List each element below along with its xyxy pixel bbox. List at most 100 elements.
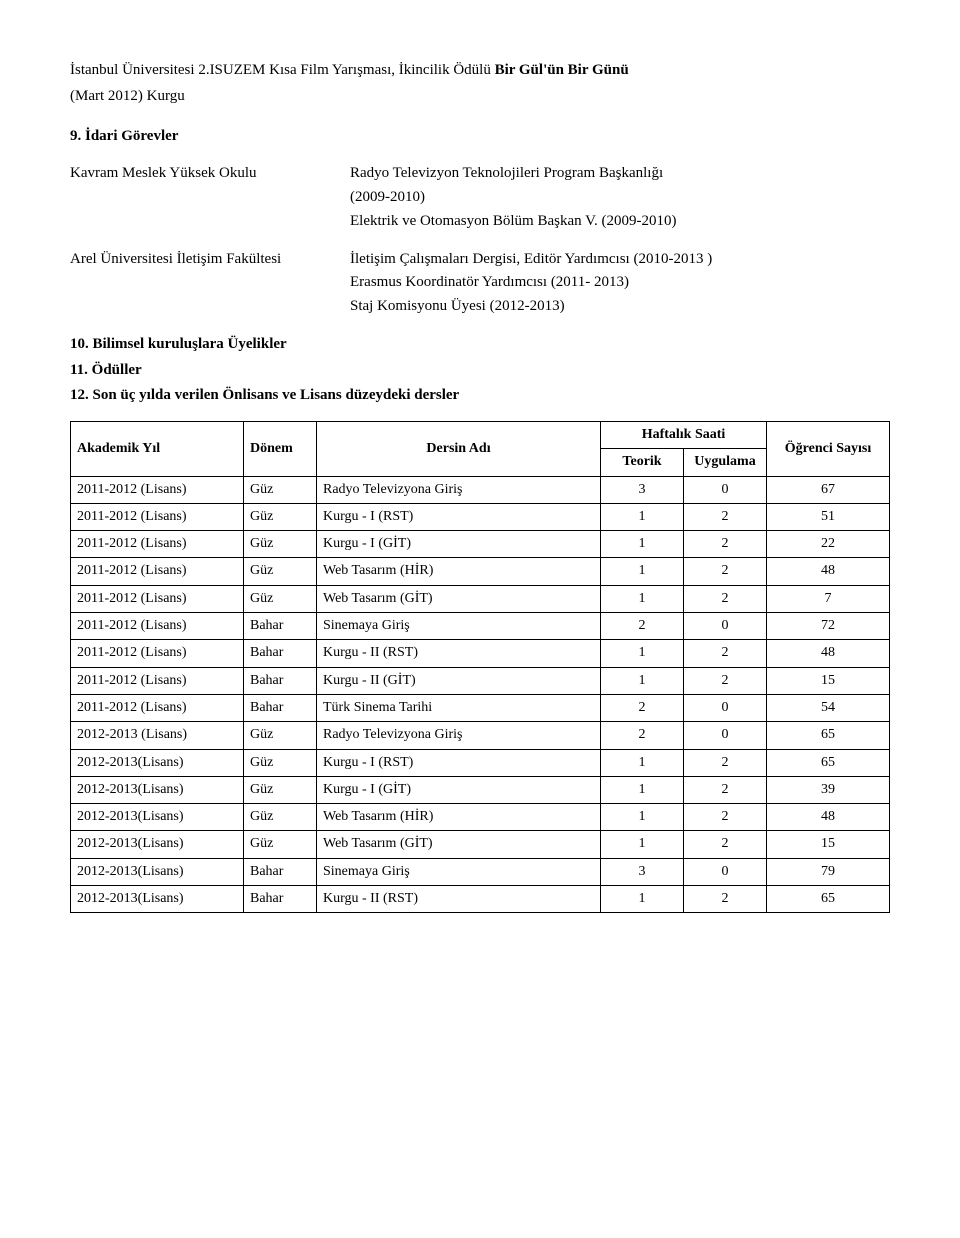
table-cell: 2 (684, 886, 767, 913)
table-cell: Güz (244, 558, 317, 585)
table-cell: 2011-2012 (Lisans) (71, 667, 244, 694)
table-cell: 1 (601, 886, 684, 913)
table-cell: 2011-2012 (Lisans) (71, 585, 244, 612)
duty-left: Kavram Meslek Yüksek Okulu (70, 163, 350, 234)
table-cell: 51 (767, 503, 890, 530)
table-cell: 79 (767, 858, 890, 885)
th-students: Öğrenci Sayısı (767, 422, 890, 477)
table-cell: 2 (684, 558, 767, 585)
table-row: 2011-2012 (Lisans)GüzKurgu - I (GİT)1222 (71, 531, 890, 558)
table-cell: Bahar (244, 858, 317, 885)
duty-line: İletişim Çalışmaları Dergisi, Editör Yar… (350, 249, 890, 271)
th-teorik: Teorik (601, 449, 684, 476)
table-cell: 2 (684, 776, 767, 803)
section-10-heading: 10. Bilimsel kuruluşlara Üyelikler (70, 334, 890, 356)
duty-line: (2009-2010) (350, 187, 890, 209)
table-row: 2012-2013(Lisans)GüzKurgu - I (GİT)1239 (71, 776, 890, 803)
table-cell: Güz (244, 722, 317, 749)
table-cell: Kurgu - II (RST) (317, 886, 601, 913)
table-cell: Güz (244, 503, 317, 530)
table-cell: 2 (684, 667, 767, 694)
table-cell: 2 (684, 531, 767, 558)
table-cell: 54 (767, 694, 890, 721)
table-cell: 67 (767, 476, 890, 503)
table-cell: 0 (684, 858, 767, 885)
table-row: 2012-2013(Lisans)GüzWeb Tasarım (GİT)121… (71, 831, 890, 858)
table-cell: 65 (767, 722, 890, 749)
table-cell: 2 (601, 694, 684, 721)
table-cell: Bahar (244, 886, 317, 913)
table-cell: Sinemaya Giriş (317, 858, 601, 885)
table-cell: 2 (684, 640, 767, 667)
table-cell: 2012-2013 (Lisans) (71, 722, 244, 749)
table-cell: 2012-2013(Lisans) (71, 776, 244, 803)
table-cell: 1 (601, 503, 684, 530)
table-cell: Bahar (244, 667, 317, 694)
duty-right: İletişim Çalışmaları Dergisi, Editör Yar… (350, 249, 890, 320)
table-cell: 2 (684, 749, 767, 776)
table-cell: Kurgu - I (GİT) (317, 776, 601, 803)
table-row: 2012-2013(Lisans)BaharSinemaya Giriş3079 (71, 858, 890, 885)
th-course: Dersin Adı (317, 422, 601, 477)
table-cell: 22 (767, 531, 890, 558)
table-cell: 2 (601, 613, 684, 640)
table-row: 2011-2012 (Lisans)GüzWeb Tasarım (GİT)12… (71, 585, 890, 612)
table-cell: 0 (684, 476, 767, 503)
award-title: Bir Gül'ün Bir Günü (495, 62, 629, 78)
table-cell: 2011-2012 (Lisans) (71, 531, 244, 558)
table-cell: Kurgu - I (RST) (317, 749, 601, 776)
table-cell: 3 (601, 476, 684, 503)
section-9-heading: 9. İdari Görevler (70, 126, 890, 148)
table-row: 2012-2013(Lisans)BaharKurgu - II (RST)12… (71, 886, 890, 913)
table-cell: 2012-2013(Lisans) (71, 886, 244, 913)
table-cell: 2011-2012 (Lisans) (71, 640, 244, 667)
table-cell: 48 (767, 804, 890, 831)
table-cell: Bahar (244, 694, 317, 721)
duty-row: Kavram Meslek Yüksek OkuluRadyo Televizy… (70, 163, 890, 234)
duties-container: Kavram Meslek Yüksek OkuluRadyo Televizy… (70, 163, 890, 320)
table-row: 2011-2012 (Lisans)BaharSinemaya Giriş207… (71, 613, 890, 640)
duty-left: Arel Üniversitesi İletişim Fakültesi (70, 249, 350, 320)
duty-row: Arel Üniversitesi İletişim Fakültesiİlet… (70, 249, 890, 320)
table-cell: Kurgu - II (GİT) (317, 667, 601, 694)
table-cell: 2011-2012 (Lisans) (71, 613, 244, 640)
table-cell: 65 (767, 749, 890, 776)
table-row: 2011-2012 (Lisans)BaharKurgu - II (GİT) 1… (71, 667, 890, 694)
table-cell: 2 (601, 722, 684, 749)
th-year: Akademik Yıl (71, 422, 244, 477)
table-cell: Güz (244, 476, 317, 503)
table-cell: 7 (767, 585, 890, 612)
section-11-heading: 11. Ödüller (70, 360, 890, 382)
duty-line: Staj Komisyonu Üyesi (2012-2013) (350, 296, 890, 318)
table-cell: Güz (244, 831, 317, 858)
table-cell: 1 (601, 749, 684, 776)
table-cell: 2 (684, 503, 767, 530)
award-sub: (Mart 2012) Kurgu (70, 86, 890, 108)
table-cell: 65 (767, 886, 890, 913)
table-cell: 3 (601, 858, 684, 885)
award-prefix: İstanbul Üniversitesi 2.ISUZEM Kısa Film… (70, 62, 495, 78)
table-cell: 1 (601, 531, 684, 558)
table-cell: 2012-2013(Lisans) (71, 831, 244, 858)
duty-right: Radyo Televizyon Teknolojileri Program B… (350, 163, 890, 234)
table-cell: 1 (601, 831, 684, 858)
table-cell: 2011-2012 (Lisans) (71, 503, 244, 530)
table-cell: 2012-2013(Lisans) (71, 749, 244, 776)
table-cell: Kurgu - I (GİT) (317, 531, 601, 558)
table-cell: Bahar (244, 640, 317, 667)
duty-line: Erasmus Koordinatör Yardımcısı (2011- 20… (350, 272, 890, 294)
table-cell: Kurgu - I (RST) (317, 503, 601, 530)
table-cell: 1 (601, 804, 684, 831)
table-cell: Web Tasarım (GİT) (317, 831, 601, 858)
table-cell: 2011-2012 (Lisans) (71, 476, 244, 503)
table-cell: 15 (767, 667, 890, 694)
table-row: 2011-2012 (Lisans)BaharKurgu - II (RST)1… (71, 640, 890, 667)
table-cell: Web Tasarım (HİR) (317, 804, 601, 831)
table-cell: 1 (601, 640, 684, 667)
table-cell: 2 (684, 585, 767, 612)
table-cell: Web Tasarım (HİR) (317, 558, 601, 585)
th-hours-group: Haftalık Saati (601, 422, 767, 449)
table-cell: 39 (767, 776, 890, 803)
table-cell: 2 (684, 831, 767, 858)
table-cell: 2012-2013(Lisans) (71, 804, 244, 831)
